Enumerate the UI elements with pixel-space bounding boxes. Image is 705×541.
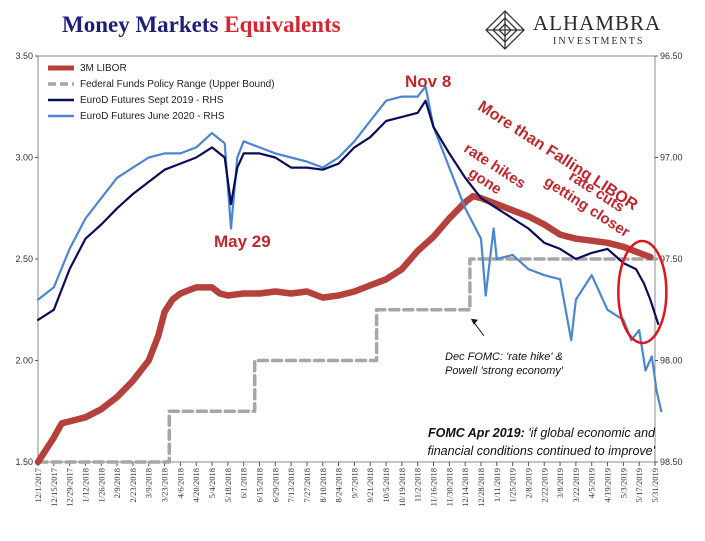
x-tick-label: 1/11/2019 — [492, 468, 502, 502]
legend-swatch-june2020 — [48, 114, 74, 118]
x-tick-label: 1/12/2018 — [80, 468, 90, 502]
legend-item-fedfunds: Federal Funds Policy Range (Upper Bound) — [48, 76, 275, 92]
series-line-2 — [36, 99, 660, 326]
y-right-tick-label: 97.00 — [660, 153, 683, 163]
title-accent: Equivalents — [224, 12, 341, 37]
series-line-0 — [34, 192, 654, 466]
legend: 3M LIBOR Federal Funds Policy Range (Upp… — [48, 60, 275, 124]
legend-label: 3M LIBOR — [80, 62, 127, 74]
x-tick-label: 12/29/2017 — [65, 468, 75, 507]
legend-swatch-libor — [48, 65, 74, 71]
legend-item-libor: 3M LIBOR — [48, 60, 275, 76]
y-left-tick-label: 2.50 — [15, 254, 33, 264]
x-tick-label: 3/9/2018 — [144, 468, 154, 498]
x-tick-label: 2/22/2019 — [539, 468, 549, 502]
x-tick-label: 5/18/2018 — [223, 468, 233, 502]
x-tick-label: 9/7/2018 — [349, 468, 359, 498]
y-right-tick-label: 98.00 — [660, 356, 683, 366]
x-tick-label: 10/5/2018 — [381, 468, 391, 502]
x-tick-label: 2/23/2018 — [128, 468, 138, 502]
series-line-1 — [36, 257, 660, 464]
x-tick-label: 7/27/2018 — [302, 468, 312, 502]
x-tick-label: 3/23/2018 — [160, 468, 170, 502]
x-tick-label: 12/1/2017 — [33, 468, 43, 502]
series-line-3 — [36, 85, 663, 413]
x-tick-label: 6/29/2018 — [270, 468, 280, 502]
y-right-tick-label: 98.50 — [660, 457, 683, 467]
y-left-tick-label: 2.00 — [15, 356, 33, 366]
x-tick-label: 6/15/2018 — [254, 468, 264, 502]
x-tick-label: 7/13/2018 — [286, 468, 296, 502]
x-tick-label: 5/17/2019 — [634, 468, 644, 502]
x-tick-label: 4/6/2018 — [175, 468, 185, 498]
x-tick-label: 5/3/2019 — [618, 468, 628, 498]
y-left-tick-label: 3.00 — [15, 153, 33, 163]
y-right-tick-label: 97.50 — [660, 254, 683, 264]
x-tick-label: 11/30/2018 — [444, 468, 454, 506]
x-tick-label: 4/20/2018 — [191, 468, 201, 502]
fomc-apr-bold: FOMC Apr 2019: — [427, 426, 525, 440]
diamond-logo-icon — [485, 10, 525, 50]
logo-name: ALHAMBRA — [533, 11, 662, 35]
x-tick-label: 12/28/2018 — [476, 468, 486, 507]
x-tick-label: 2/9/2018 — [112, 468, 122, 498]
x-tick-label: 3/8/2019 — [555, 468, 565, 498]
x-tick-label: 11/2/2018 — [413, 468, 423, 502]
alhambra-logo: ALHAMBRA INVESTMENTS — [481, 6, 691, 54]
fomc-apr-rest: 'if global economic and — [524, 426, 655, 440]
y-right-tick-label: 96.50 — [660, 51, 683, 61]
legend-label: EuroD Futures Sept 2019 - RHS — [80, 94, 224, 106]
x-tick-label: 10/19/2018 — [397, 468, 407, 507]
x-tick-label: 5/4/2018 — [207, 468, 217, 498]
highlight-circle — [617, 239, 668, 345]
dec-fomc-line2: Powell 'strong economy' — [445, 365, 563, 377]
legend-swatch-sept2019 — [48, 98, 74, 102]
x-tick-label: 5/31/2019 — [650, 468, 660, 502]
x-tick-label: 2/8/2019 — [523, 468, 533, 498]
legend-label: EuroD Futures June 2020 - RHS — [80, 110, 225, 122]
dec-fomc-line1: Dec FOMC: 'rate hike' & — [445, 351, 563, 363]
x-tick-label: 9/21/2018 — [365, 468, 375, 502]
x-tick-label: 3/22/2019 — [571, 468, 581, 502]
legend-item-june2020: EuroD Futures June 2020 - RHS — [48, 108, 275, 124]
x-tick-label: 6/1/2018 — [239, 468, 249, 498]
x-tick-label: 11/16/2018 — [429, 468, 439, 506]
chart-title: Money Markets Equivalents — [62, 12, 341, 38]
dec-fomc-arrowhead — [470, 318, 478, 325]
x-tick-label: 8/24/2018 — [334, 468, 344, 502]
x-tick-label: 8/10/2018 — [318, 468, 328, 502]
x-tick-label: 1/26/2018 — [96, 468, 106, 502]
logo-subtitle: INVESTMENTS — [553, 36, 645, 47]
fomc-apr-line2: financial conditions continued to improv… — [427, 444, 655, 458]
x-tick-label: 12/14/2018 — [460, 468, 470, 507]
annotation-fomc-apr: FOMC Apr 2019: 'if global economic and fi… — [427, 424, 655, 460]
annotation-nov8: Nov 8 — [405, 72, 452, 91]
title-main: Money Markets — [62, 12, 219, 37]
legend-item-sept2019: EuroD Futures Sept 2019 - RHS — [48, 92, 275, 108]
x-tick-label: 12/15/2017 — [49, 468, 59, 507]
x-tick-label: 1/25/2019 — [508, 468, 518, 502]
annotation-may29: May 29 — [214, 232, 271, 251]
legend-swatch-fedfunds — [48, 82, 74, 86]
y-left-tick-label: 3.50 — [15, 51, 33, 61]
x-tick-label: 4/19/2019 — [603, 468, 613, 502]
y-left-tick-label: 1.50 — [15, 457, 33, 467]
legend-label: Federal Funds Policy Range (Upper Bound) — [80, 78, 275, 90]
annotation-dec-fomc: Dec FOMC: 'rate hike' & Powell 'strong ec… — [445, 350, 563, 378]
x-tick-label: 4/5/2019 — [587, 468, 597, 498]
